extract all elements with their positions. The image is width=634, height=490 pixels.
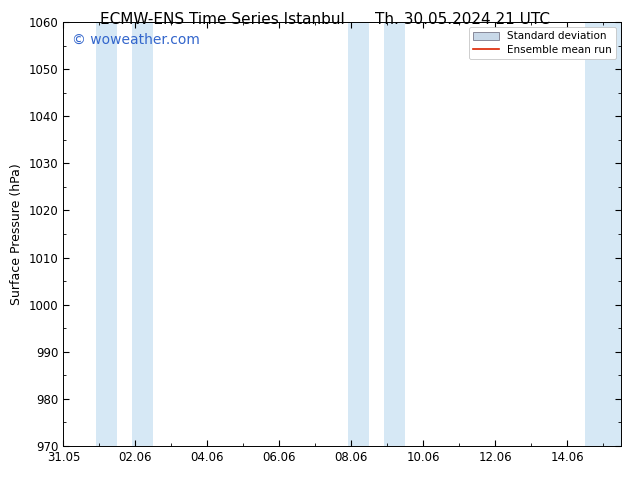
- Y-axis label: Surface Pressure (hPa): Surface Pressure (hPa): [10, 163, 23, 305]
- Text: ECMW-ENS Time Series Istanbul: ECMW-ENS Time Series Istanbul: [100, 12, 344, 27]
- Text: Th. 30.05.2024 21 UTC: Th. 30.05.2024 21 UTC: [375, 12, 550, 27]
- Bar: [96, 22, 117, 446]
- Bar: [384, 22, 405, 446]
- Bar: [132, 22, 153, 446]
- Bar: [585, 22, 621, 446]
- Bar: [348, 22, 370, 446]
- Text: © woweather.com: © woweather.com: [72, 33, 200, 47]
- Legend: Standard deviation, Ensemble mean run: Standard deviation, Ensemble mean run: [469, 27, 616, 59]
